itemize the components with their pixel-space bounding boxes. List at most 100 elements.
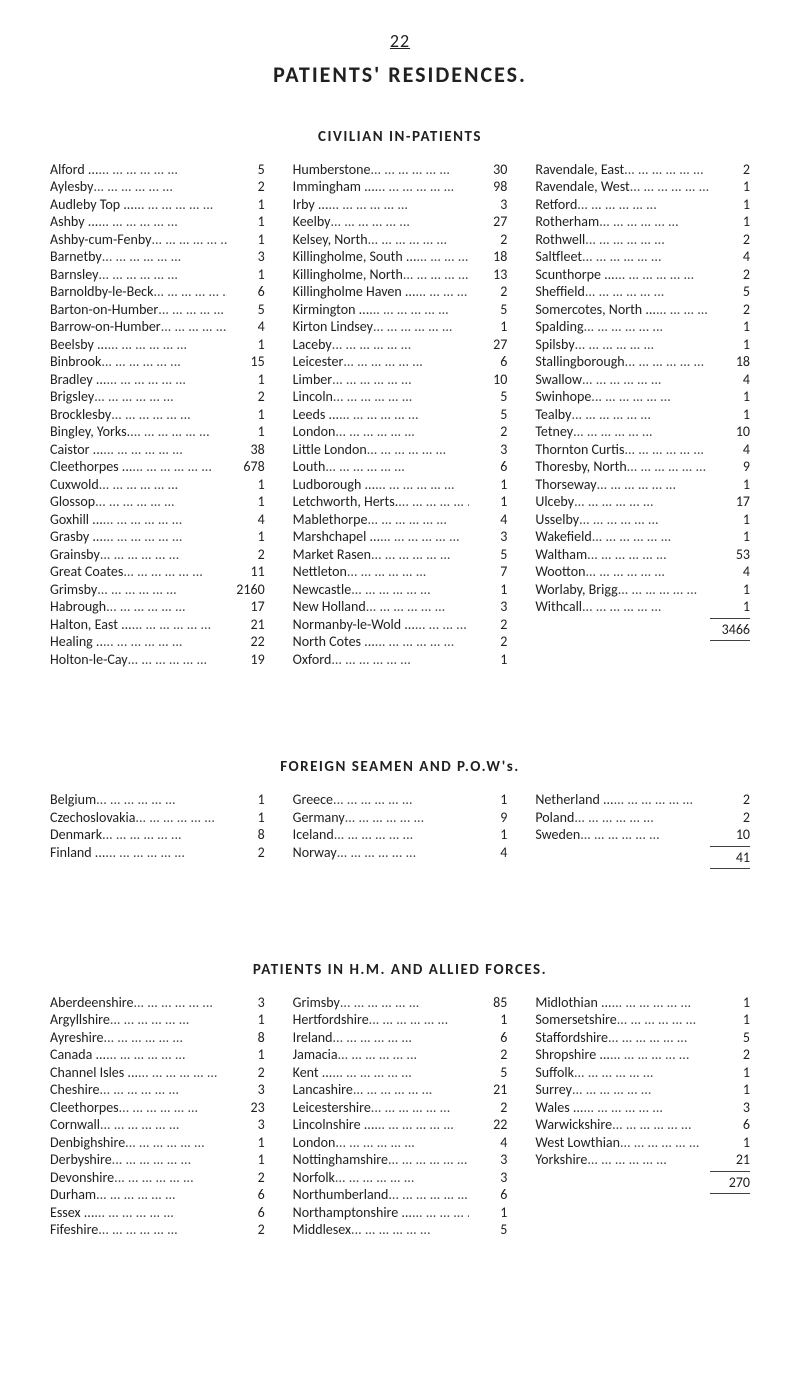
list-item: Thoresby, North9 [535,458,750,476]
forces-col-2: Grimsby85Hertfordshire1Ireland6Jamacia2K… [293,994,508,1239]
place-value: 2 [712,266,750,284]
place-value: 1 [469,791,507,809]
list-item: Barnetby3 [50,248,265,266]
place-name: Warwickshire [535,1116,612,1134]
section-heading-forces: PATIENTS IN H.M. AND ALLIED FORCES. [50,961,750,980]
list-item: Lincolnshire ...22 [293,1116,508,1134]
place-name: Humberstone [293,161,371,179]
leader-dots [345,809,470,827]
list-item: Staffordshire5 [535,1029,750,1047]
list-item: Habrough17 [50,598,265,616]
place-name: Binbrook [50,353,101,371]
list-item: Alford ...5 [50,161,265,179]
place-value: 1 [712,476,750,494]
place-value: 1 [712,1064,750,1082]
leader-dots [103,633,227,651]
place-value: 4 [469,844,507,862]
list-item: Northumberland6 [293,1186,508,1204]
place-value: 13 [469,266,507,284]
page-number: 22 [50,30,750,53]
place-value: 5 [469,546,507,564]
leader-dots [133,994,226,1012]
place-value: 1 [227,1134,265,1152]
leader-dots [335,423,469,441]
list-item: Ireland6 [293,1029,508,1047]
place-value: 1 [712,528,750,546]
place-value: 3 [227,1116,265,1134]
leader-dots [96,791,227,809]
list-item: Fifeshire2 [50,1221,265,1239]
place-value: 18 [712,353,750,371]
place-name: Czechoslovakia [50,809,135,827]
place-value: 27 [469,336,507,354]
leader-dots [104,1029,227,1047]
list-item: Grasby ...1 [50,528,265,546]
place-value: 1 [712,336,750,354]
list-item: Somercotes, North ...2 [535,301,750,319]
place-name: Little London [293,441,367,459]
leader-dots [380,528,469,546]
leader-dots [138,1064,227,1082]
rule [710,846,750,847]
list-item: Bingley, Yorks.1 [50,423,265,441]
place-value: 2 [469,283,507,301]
list-item: Humberstone30 [293,161,508,179]
civilian-col-3: Ravendale, East2Ravendale, West1Retford1… [535,161,750,669]
place-name: Cornwall [50,1116,100,1134]
leader-dots [102,826,227,844]
leader-dots [106,371,226,389]
place-name: Spalding [535,318,583,336]
list-item: Grimsby85 [293,994,508,1012]
list-item: Brigsley2 [50,388,265,406]
rule [710,868,750,869]
place-name: Somercotes, North ... [535,301,656,319]
leader-dots [587,546,712,564]
place-value: 15 [227,353,265,371]
list-item: Sheffield5 [535,283,750,301]
leader-dots [368,231,470,249]
list-item: Surrey1 [535,1081,750,1099]
place-name: Cleethorpes ... [50,458,132,476]
place-name: Worlaby, Brigg [535,581,617,599]
leader-dots [337,844,470,862]
list-item: Letchworth, Herts.1 [293,493,508,511]
place-name: Barnsley [50,266,98,284]
place-value: 1 [469,1204,507,1222]
place-name: Norway [293,844,337,862]
place-name: Ireland [293,1029,333,1047]
list-item: London2 [293,423,508,441]
list-item: Durham6 [50,1186,265,1204]
list-item: Lincoln5 [293,388,508,406]
place-value: 6 [469,1186,507,1204]
list-item: Norway 4 [293,844,508,862]
list-item: Netherland ...2 [535,791,750,809]
place-name: Ravendale, East [535,161,624,179]
section-total: 3466 [700,621,750,639]
place-name: Normanby-le-Wold ... [293,616,415,634]
place-value: 1 [469,826,507,844]
leader-dots [351,581,469,599]
place-name: Thorseway [535,476,596,494]
list-item: Healing ..22 [50,633,265,651]
leader-dots [620,1134,712,1152]
leader-dots [106,598,227,616]
place-value: 1 [227,406,265,424]
leader-dots [132,616,227,634]
place-value: 1 [712,598,750,616]
place-name: Grainsby [50,546,100,564]
leader-dots [123,563,226,581]
leader-dots [153,283,226,301]
forces-col-3: Midlothian ...1Somersetshire1Staffordshi… [535,994,750,1239]
place-name: Waltham [535,546,587,564]
place-name: Lincoln [293,388,333,406]
leader-dots [614,791,712,809]
leader-dots [100,546,227,564]
place-value: 1 [227,423,265,441]
place-value: 1 [469,493,507,511]
place-value: 6 [227,1186,265,1204]
list-item: Cornwall 3 [50,1116,265,1134]
place-name: Nettleton [293,563,347,581]
place-name: Swinhope [535,388,591,406]
place-value: 1 [712,511,750,529]
place-value: 1 [469,581,507,599]
